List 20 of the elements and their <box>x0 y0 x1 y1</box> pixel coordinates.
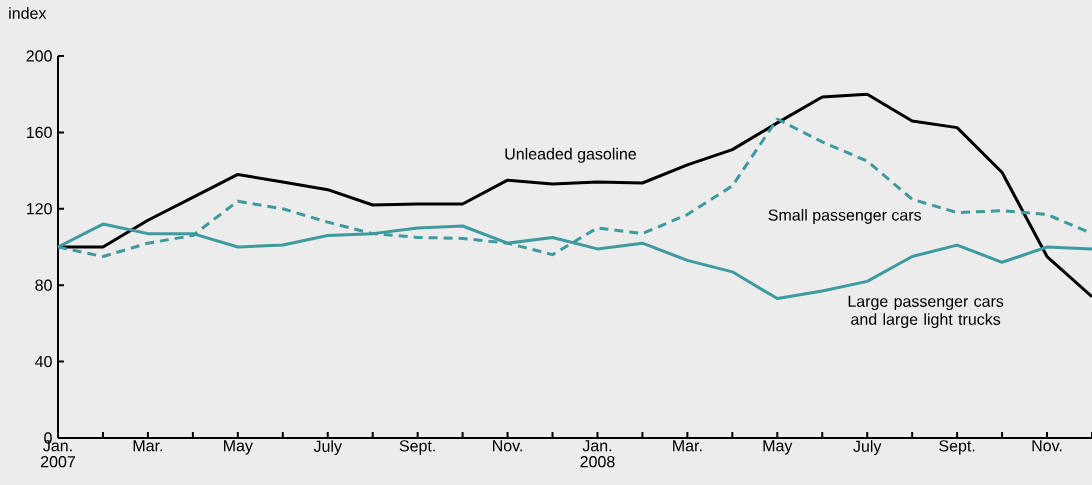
x-tick-label: Jan. 2008 <box>580 440 615 468</box>
x-tick-label: May <box>224 440 253 455</box>
x-tick-label: Sept. <box>939 440 975 455</box>
y-tick-label: 200 <box>26 50 52 62</box>
y-tick-label: 120 <box>27 203 52 215</box>
x-tick-label: Nov. <box>1032 440 1062 452</box>
x-tick-label: Nov. <box>493 440 522 452</box>
x-tick-label: Mar. <box>673 440 702 452</box>
y-tick-label: 80 <box>35 279 52 291</box>
x-tick-label: July <box>313 440 342 456</box>
y-tick-label: 160 <box>27 126 52 139</box>
series-label: Small passenger cars <box>768 208 922 224</box>
series-label: Unleaded gasoline <box>505 147 637 163</box>
x-tick-label: July <box>853 440 882 456</box>
y-axis-title: index <box>9 7 47 19</box>
x-tick-label: Mar. <box>133 440 163 452</box>
x-tick-label: Sept. <box>399 440 435 455</box>
y-tick-label: 40 <box>35 355 52 368</box>
x-tick-label: May <box>763 440 793 455</box>
series-label: Large passenger cars and large light trucks <box>848 295 1004 329</box>
